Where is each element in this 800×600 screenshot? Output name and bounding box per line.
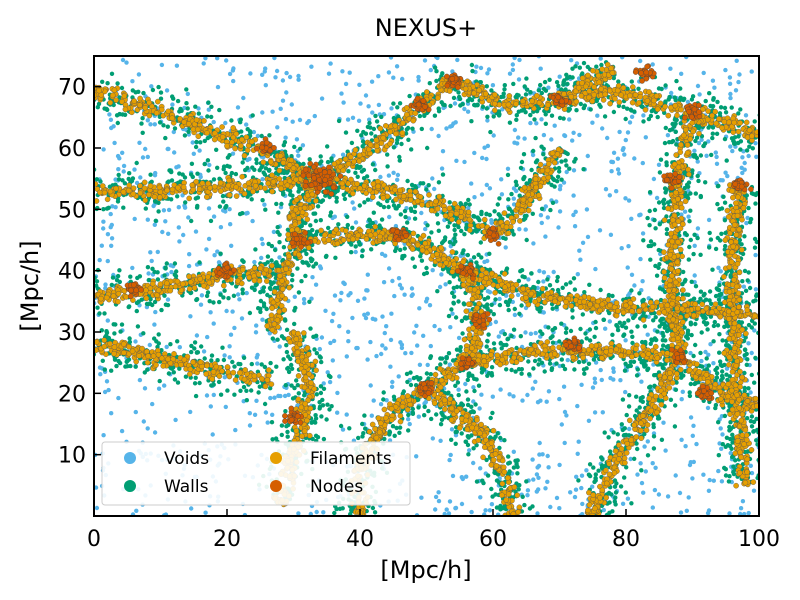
legend-label-nodes: Nodes [310, 477, 363, 497]
x-tick-label: 60 [479, 527, 507, 552]
legend-box [101, 441, 411, 506]
x-tick-label: 0 [87, 527, 101, 552]
x-tick-label: 20 [213, 527, 241, 552]
y-tick-label: 20 [58, 382, 86, 407]
y-tick-label: 50 [58, 198, 86, 223]
legend-label-filaments: Filaments [310, 449, 392, 469]
plot-frame [93, 55, 760, 517]
data-points [94, 56, 759, 516]
x-tick-label: 80 [612, 527, 640, 552]
x-tick-label: 100 [738, 527, 780, 552]
y-tick-label: 30 [58, 321, 86, 346]
y-tick-label: 70 [58, 76, 86, 101]
x-tick-label: 40 [346, 527, 374, 552]
legend-marker-voids [124, 452, 136, 464]
x-axis-ticks: 0 20 40 60 80 100 [87, 509, 780, 552]
y-axis-ticks: 10 20 30 40 50 60 70 [58, 76, 101, 469]
legend-label-walls: Walls [164, 477, 209, 497]
y-tick-label: 60 [58, 137, 86, 162]
chart-title: NEXUS+ [375, 14, 477, 42]
x-axis-label: [Mpc/h] [380, 556, 471, 584]
legend-label-voids: Voids [164, 449, 209, 469]
legend: Voids Walls Filaments Nodes [101, 441, 411, 506]
legend-marker-filaments [270, 452, 282, 464]
nodes-series [124, 63, 754, 426]
legend-marker-nodes [270, 480, 282, 492]
filaments-series [94, 61, 759, 516]
legend-marker-walls [124, 480, 136, 492]
y-axis-label: [Mpc/h] [16, 240, 44, 331]
y-tick-label: 40 [58, 260, 86, 285]
y-tick-label: 10 [58, 444, 86, 469]
